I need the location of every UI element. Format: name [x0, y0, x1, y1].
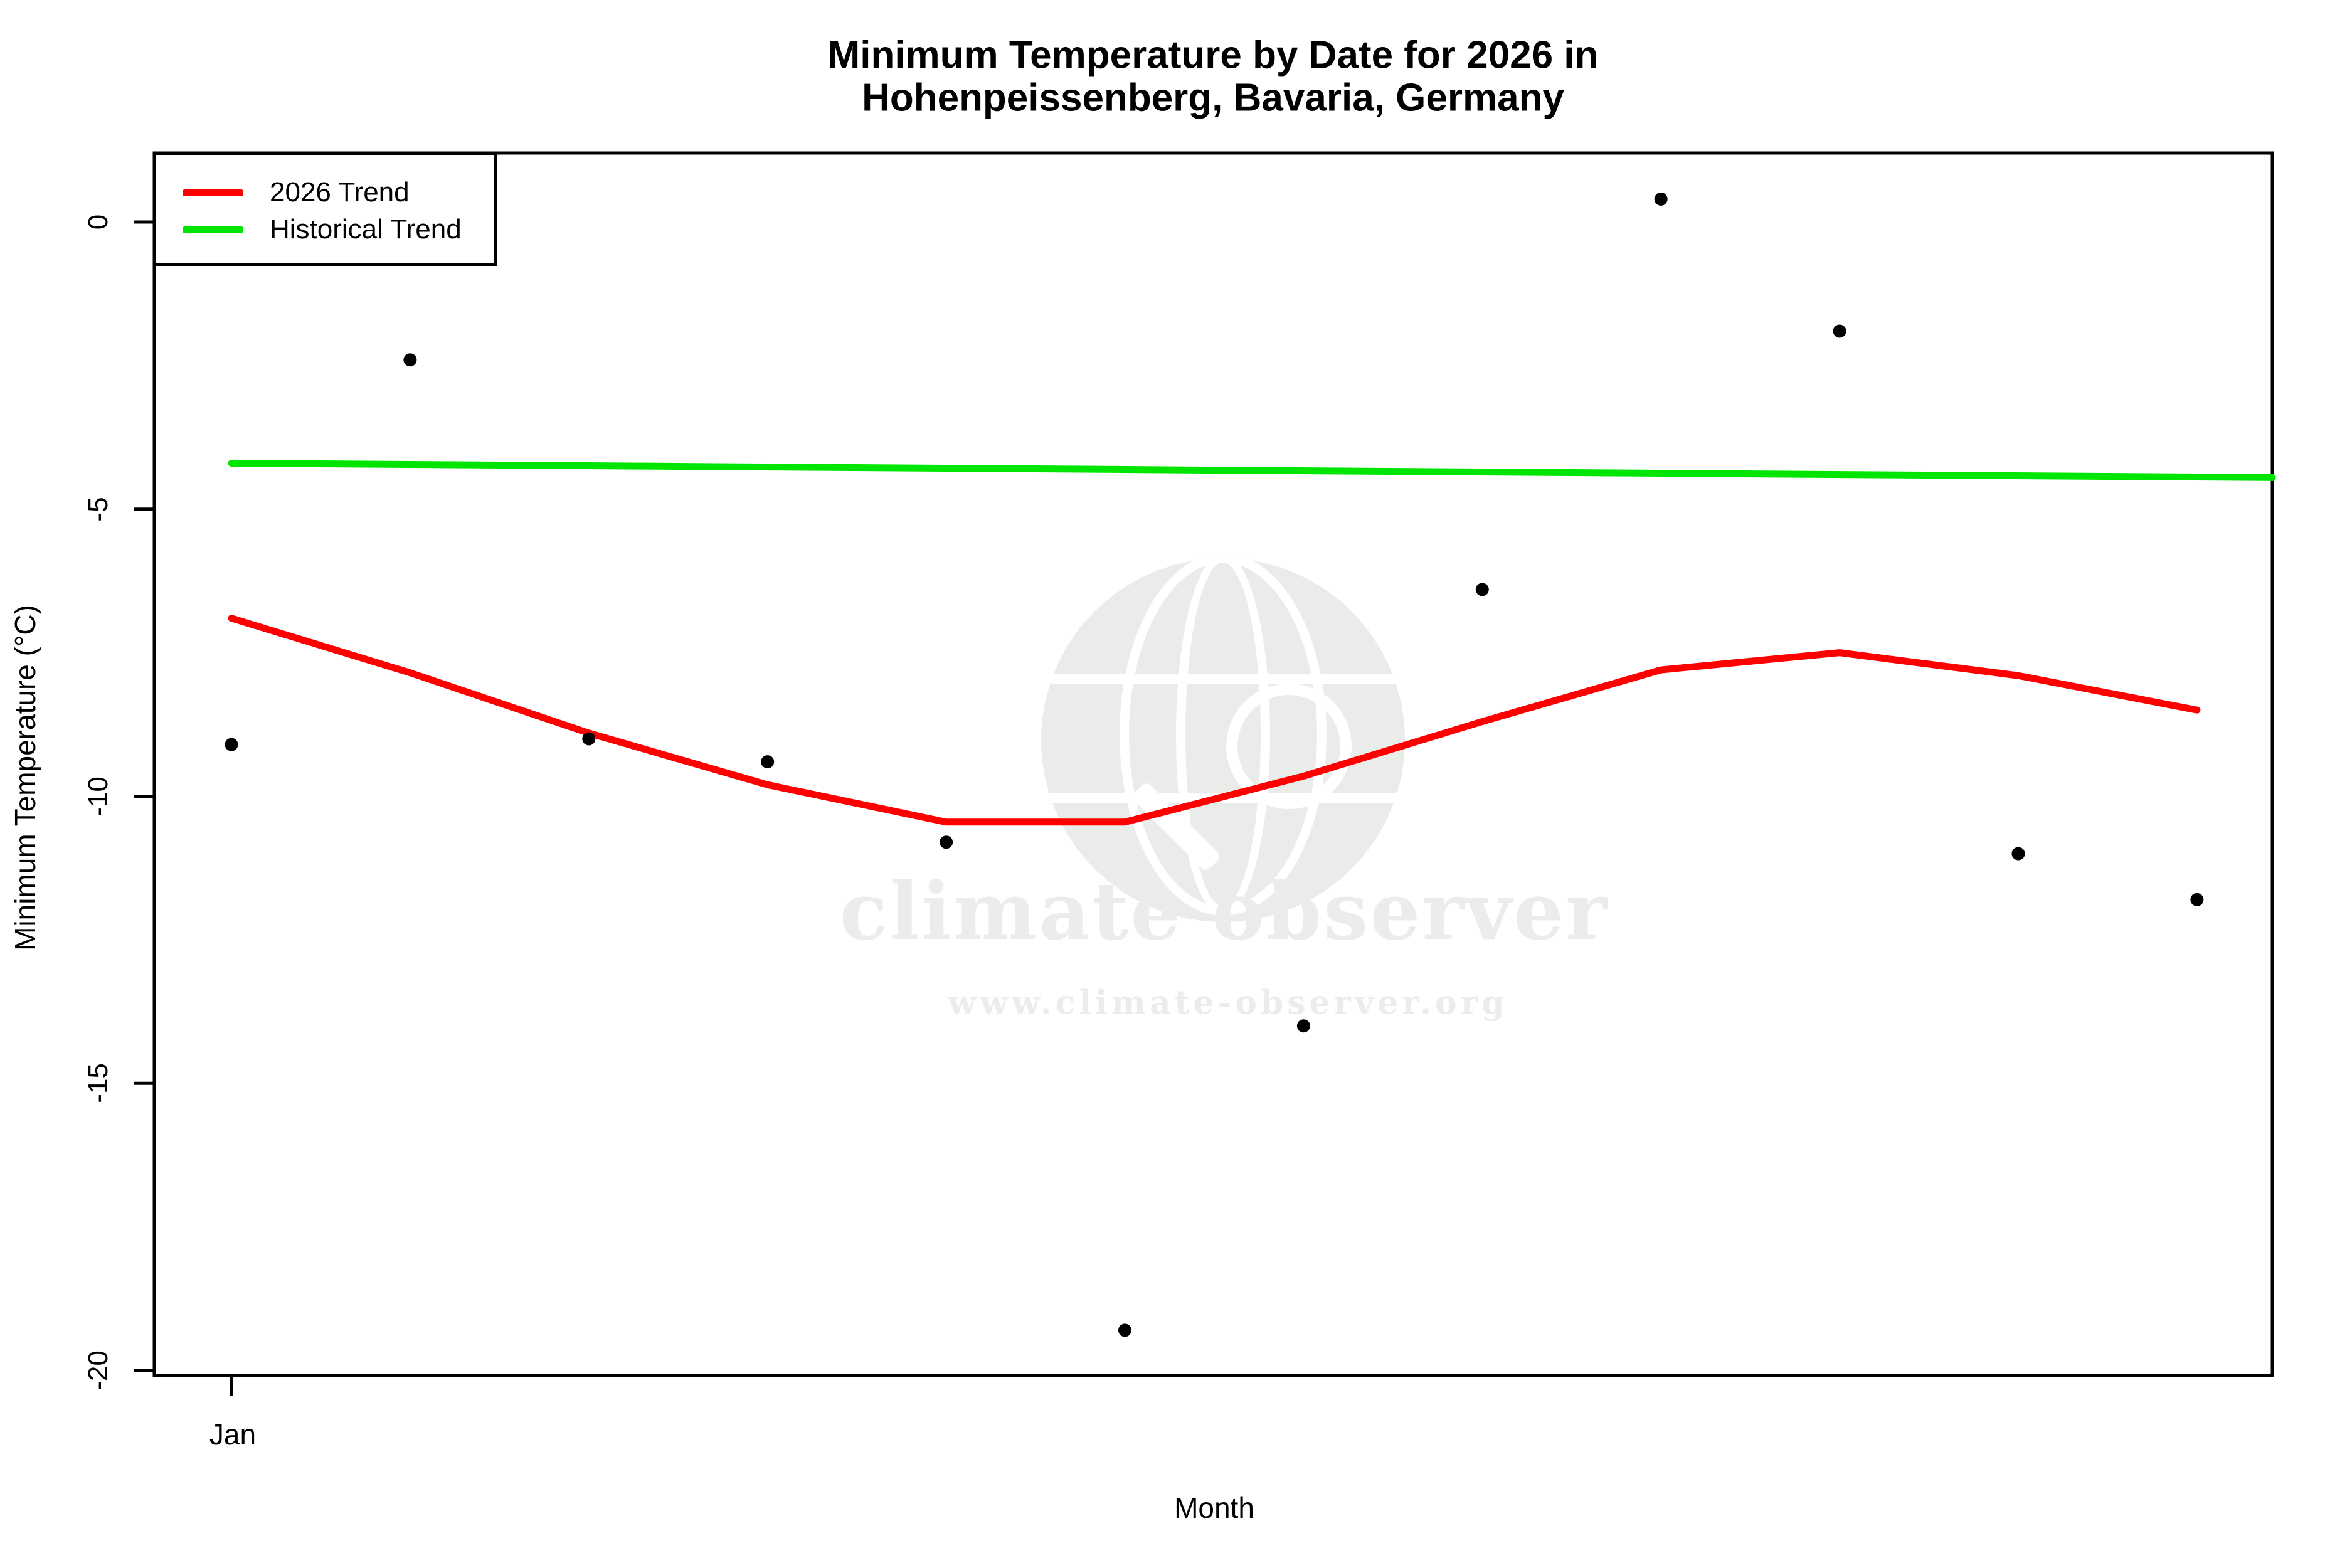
y-tick-label-neg20: -20 — [83, 1350, 114, 1391]
y-tick-label-neg5: -5 — [83, 497, 114, 522]
plot-border — [152, 151, 2274, 1377]
data-point-Mar — [582, 732, 596, 746]
data-point-Sep — [1654, 192, 1668, 206]
data-point-Feb — [403, 353, 417, 367]
legend-line-2026-trend-icon — [183, 189, 243, 196]
data-point-Dec — [2190, 893, 2204, 906]
watermark-brand-text: climate observer — [839, 865, 1609, 958]
data-point-Apr — [761, 755, 775, 769]
x-axis-title: Month — [1174, 1491, 1254, 1524]
historical-trend-line — [228, 460, 2276, 481]
legend: 2026 Trend Historical Trend — [153, 152, 497, 266]
data-point-Aug — [1475, 583, 1489, 596]
y-tick-label-neg15: -15 — [83, 1063, 114, 1103]
trend-2026-line — [228, 615, 2201, 826]
y-tick-label-neg10: -10 — [83, 776, 114, 817]
legend-label-2026-trend: 2026 Trend — [270, 177, 410, 208]
legend-label-historical-trend: Historical Trend — [270, 214, 462, 245]
data-point-Jun — [1118, 1323, 1131, 1337]
chart-title-line2: Hohenpeissenberg, Bavaria, Germany — [862, 76, 1564, 120]
data-point-May — [940, 835, 953, 849]
x-tick-label-jan: Jan — [209, 1418, 257, 1451]
chart-title-line1: Minimum Temperature by Date for 2026 in — [827, 33, 1599, 77]
y-axis-title: Minimum Temperature (°C) — [9, 605, 41, 951]
data-point-Jan — [225, 738, 238, 751]
data-point-Nov — [2011, 847, 2025, 861]
data-point-Oct — [1833, 324, 1846, 338]
data-point-Jul — [1296, 1019, 1310, 1033]
y-tick-label-0: 0 — [83, 214, 114, 230]
watermark-url-text: www.climate-observer.org — [948, 983, 1508, 1022]
legend-line-historical-trend-icon — [183, 226, 243, 233]
